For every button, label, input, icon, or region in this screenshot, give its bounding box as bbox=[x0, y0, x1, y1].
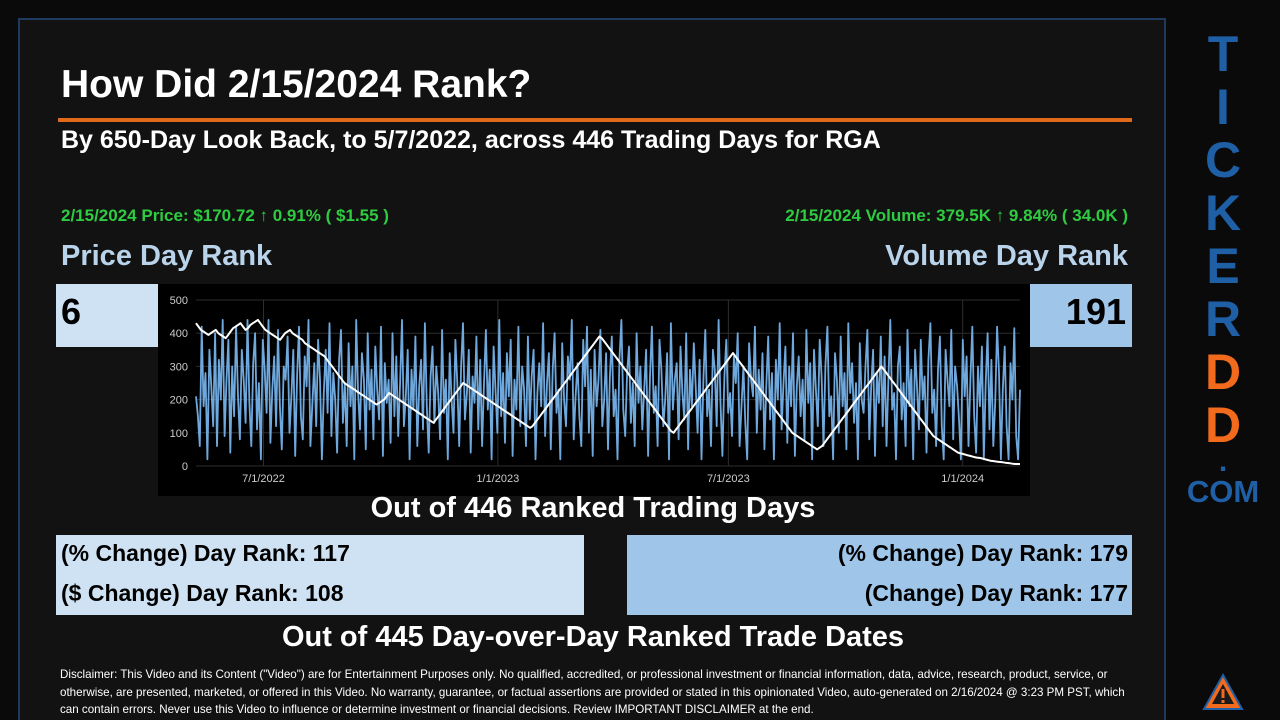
page-subtitle: By 650-Day Look Back, to 5/7/2022, acros… bbox=[61, 126, 881, 154]
y-tick-label: 0 bbox=[182, 461, 188, 473]
brand-com: COM bbox=[1186, 474, 1260, 509]
rank-history-chart: 0 100 200 300 400 500 7/1/2022 1/1/2023 7/1/2023… bbox=[158, 284, 1030, 496]
price-dollar-change-rank: ($ Change) Day Rank: 108 bbox=[61, 580, 344, 606]
volume-rank-value: 191 bbox=[1065, 291, 1126, 332]
brand-letter: T bbox=[1207, 26, 1239, 82]
brand-vertical: T I C K E R D D . COM bbox=[1183, 28, 1263, 510]
page-title: How Did 2/15/2024 Rank? bbox=[61, 63, 532, 106]
x-tick-label: 7/1/2022 bbox=[242, 473, 285, 485]
brand-letter: R bbox=[1204, 291, 1242, 347]
brand-dot: . bbox=[1218, 445, 1228, 478]
y-tick-label: 100 bbox=[170, 428, 188, 440]
x-tick-label: 1/1/2024 bbox=[941, 473, 984, 485]
x-tick-label: 1/1/2023 bbox=[476, 473, 519, 485]
y-tick-label: 400 bbox=[170, 328, 188, 340]
brand-letter: D bbox=[1204, 397, 1242, 453]
y-tick-label: 300 bbox=[170, 361, 188, 373]
brand-letter: D bbox=[1204, 344, 1242, 400]
brand-letter: I bbox=[1216, 79, 1230, 135]
ranked-days-caption: Out of 446 Ranked Trading Days bbox=[370, 492, 816, 524]
brand-letter: K bbox=[1204, 185, 1242, 241]
rank-history-chart-svg: 0 100 200 300 400 500 7/1/2022 1/1/2023 7/1/2023… bbox=[170, 295, 1021, 485]
volume-stat: 2/15/2024 Volume: 379.5K ↑ 9.84% ( 34.0K… bbox=[785, 206, 1128, 225]
trade-dates-caption: Out of 445 Day-over-Day Ranked Trade Dat… bbox=[281, 621, 905, 653]
price-pct-change-rank: (% Change) Day Rank: 117 bbox=[61, 540, 350, 566]
volume-change-rank: (Change) Day Rank: 177 bbox=[864, 580, 1128, 606]
disclaimer-text: Disclaimer: This Video and its Content (… bbox=[60, 668, 1125, 716]
price-stat: 2/15/2024 Price: $170.72 ↑ 0.91% ( $1.55… bbox=[61, 206, 389, 225]
y-tick-label: 500 bbox=[170, 295, 188, 307]
price-change-ranks: (% Change) Day Rank: 117 ($ Change) Day … bbox=[56, 535, 584, 615]
price-rank-series-line bbox=[195, 318, 1020, 465]
price-rank-heading: Price Day Rank bbox=[61, 240, 273, 272]
warning-triangle-icon bbox=[1202, 672, 1244, 710]
price-rank-value: 6 bbox=[61, 291, 82, 332]
brand-letter: C bbox=[1204, 132, 1242, 188]
title-divider bbox=[58, 118, 1132, 122]
volume-change-ranks: (% Change) Day Rank: 179 (Change) Day Ra… bbox=[627, 535, 1132, 615]
volume-pct-change-rank: (% Change) Day Rank: 179 bbox=[837, 540, 1128, 566]
brand-letter: E bbox=[1206, 238, 1240, 294]
y-tick-label: 200 bbox=[170, 395, 188, 407]
volume-rank-series-line bbox=[195, 319, 1021, 461]
volume-rank-heading: Volume Day Rank bbox=[885, 240, 1128, 272]
x-tick-label: 7/1/2023 bbox=[707, 473, 750, 485]
